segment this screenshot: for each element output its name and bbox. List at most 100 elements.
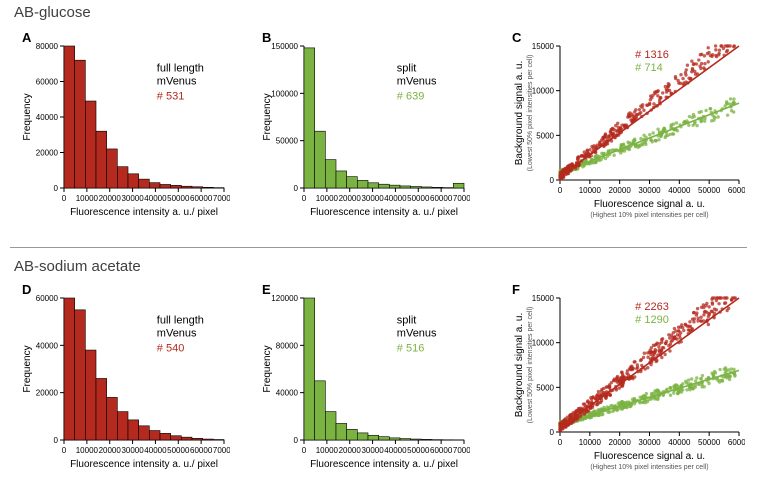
svg-text:20000: 20000 [609,438,632,447]
svg-text:Background signal a. u.: Background signal a. u. [514,61,525,166]
legend-count: # 540 [157,343,185,355]
svg-text:5000: 5000 [536,383,554,392]
svg-text:Frequency: Frequency [22,93,33,140]
svg-text:20000: 20000 [609,186,632,195]
svg-text:70000: 70000 [453,446,470,455]
bar [368,435,379,440]
svg-text:10000: 10000 [76,194,99,203]
svg-text:60000: 60000 [430,446,453,455]
bar [432,187,443,188]
bar [203,439,214,440]
svg-text:(Lowest 50% pixel intensities: (Lowest 50% pixel intensities per cell) [527,55,534,172]
svg-text:50000: 50000 [698,186,721,195]
bar [368,183,379,188]
bar [421,439,432,440]
svg-text:10000: 10000 [316,194,339,203]
bar [357,433,368,440]
bar [315,381,326,440]
figure-root: AB-glucose AB-sodium acetate A0100002000… [0,0,757,504]
svg-text:Fluorescence intensity a. u./: Fluorescence intensity a. u./ pixel [70,207,218,218]
svg-text:30000: 30000 [121,194,144,203]
panel-E: 0100002000030000400005000060000700000400… [260,282,470,482]
section-title-top: AB-glucose [14,4,91,21]
legend-count: # 1316 [635,49,669,61]
bar [149,431,160,440]
bar [139,179,150,188]
svg-text:10000: 10000 [579,438,602,447]
svg-text:50000: 50000 [167,446,190,455]
bar [304,48,315,188]
svg-text:Frequency: Frequency [22,345,33,392]
bar [75,60,86,188]
legend-line: mVenus [397,328,437,340]
svg-text:Fluorescence intensity a. u./: Fluorescence intensity a. u./ pixel [70,459,218,470]
panel-F: 0100002000030000400005000060000050001000… [510,282,745,482]
bar [160,433,171,440]
bar [400,439,411,440]
bar [181,437,192,440]
svg-text:Background signal a. u.: Background signal a. u. [514,313,525,418]
svg-text:10000: 10000 [579,186,602,195]
scatter-series [558,366,736,427]
legend-line: split [397,63,417,75]
bar [347,429,358,440]
section-title-bottom: AB-sodium acetate [14,258,141,275]
svg-text:30000: 30000 [638,186,661,195]
svg-text:(Lowest 50% pixel intensities: (Lowest 50% pixel intensities per cell) [527,307,534,424]
bar [117,412,128,440]
svg-text:Frequency: Frequency [262,93,273,140]
svg-text:0: 0 [302,446,307,455]
panel-D: 0100002000030000400005000060000700000200… [20,282,230,482]
fit-line [560,103,739,173]
bar [192,187,203,188]
svg-text:40000: 40000 [36,341,59,350]
bar [411,439,422,440]
svg-text:0: 0 [54,436,59,445]
svg-text:0: 0 [294,436,299,445]
bar [117,167,128,188]
bar [85,350,96,440]
legend-count: # 516 [397,343,425,355]
bar [325,412,336,440]
svg-text:40000: 40000 [36,113,59,122]
svg-text:Fluorescence intensity a. u./: Fluorescence intensity a. u./ pixel [310,207,458,218]
bar [336,171,347,188]
svg-text:0: 0 [294,184,299,193]
svg-text:20000: 20000 [339,446,362,455]
svg-text:50000: 50000 [407,194,430,203]
bar [411,186,422,188]
svg-text:150000: 150000 [271,42,298,51]
bar [171,436,182,440]
svg-text:Fluorescence signal a. u.: Fluorescence signal a. u. [594,199,705,210]
svg-text:60000: 60000 [36,294,59,303]
svg-text:80000: 80000 [36,42,59,51]
legend-line: mVenus [157,76,197,88]
bar [192,438,203,440]
svg-text:0: 0 [62,446,67,455]
svg-text:20000: 20000 [99,194,122,203]
bar [149,183,160,188]
legend-line: mVenus [397,76,437,88]
bar [389,438,400,440]
svg-text:40000: 40000 [384,446,407,455]
svg-text:40000: 40000 [668,438,691,447]
svg-text:40000: 40000 [144,446,167,455]
scatter-series [558,97,736,177]
svg-text:0: 0 [302,194,307,203]
svg-text:0: 0 [62,194,67,203]
svg-text:30000: 30000 [361,194,384,203]
bar [64,298,75,440]
svg-text:15000: 15000 [532,294,555,303]
legend-line: split [397,315,417,327]
bar [304,298,315,440]
svg-text:70000: 70000 [213,446,230,455]
svg-text:70000: 70000 [453,194,470,203]
svg-text:50000: 50000 [167,194,190,203]
bar [357,180,368,188]
legend-count: # 531 [157,91,185,103]
bar [107,149,118,188]
legend-line: full length [157,315,204,327]
svg-text:20000: 20000 [36,149,59,158]
svg-text:0: 0 [550,428,555,437]
svg-text:100000: 100000 [271,89,298,98]
